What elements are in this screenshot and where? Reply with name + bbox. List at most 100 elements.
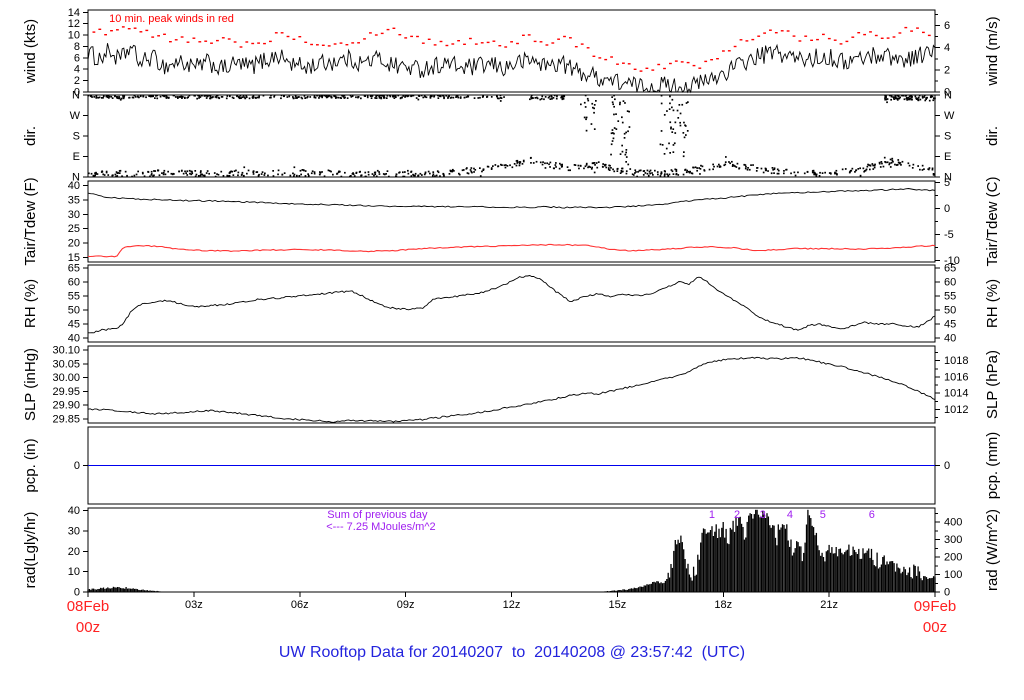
wind-ytick-label: 12 [68,18,80,30]
slp-yticks-right: 1012 1014 1016 1018 [935,352,968,419]
wind-ytick-label: 10 [68,30,80,42]
start-date-line1: 08Feb [67,598,110,615]
rad-hour-marker-6: 6 [869,509,875,521]
panel-slp: 29.8529.9029.9530.0030.0530.101012101410… [22,345,1001,426]
dir-ytick-label: N [944,172,952,184]
rh-ytick-label: 60 [944,276,956,288]
rad-hour-marker-3: 3 [760,509,766,521]
peak-winds-note: 10 min. peak winds in red [109,13,234,25]
pcp-ytick-label: 0 [944,460,950,472]
rh-ytick-label: 65 [68,262,80,274]
wind-yticks-right: 0 2 4 6 [935,14,950,99]
slp-ytick-label: 29.95 [52,386,80,398]
x-tick-label: 18z [714,599,732,611]
end-date-line1: 09Feb [914,598,957,615]
dir-ytick-label: N [72,172,80,184]
dir-ytick-label: N [944,90,952,102]
chart-title: UW Rooftop Data for 20140207 to 20140208… [278,644,746,661]
temp-ytick-label: 15 [68,252,80,264]
start-date-label: 08Feb 00z [67,598,110,636]
rad-ytick-label: 100 [944,569,962,581]
dir-ytick-label: N [72,90,80,102]
pcp-ytick-label: 0 [74,460,80,472]
rh-ytick-label: 60 [68,276,80,288]
rad-ytick-label: 10 [68,566,80,578]
dir-ytick-label: S [73,131,80,143]
panel-rh: 40 45 50 55 60 65 40 45 50 55 60 65 RH (%) RH (%) [22,262,1001,344]
temp-ylabel-left: Tair/Tdew (F) [22,177,39,265]
start-date-line2: 00z [76,619,100,636]
sea-level-pressure-line [87,356,936,423]
rh-ytick-label: 45 [944,318,956,330]
mjoules-arrow-note: <--- 7.25 MJoules/m^2 [326,521,435,533]
slp-ylabel-left: SLP (inHg) [22,348,39,421]
wind-ytick-label: 4 [944,42,950,54]
temp-ytick-label: 20 [68,238,80,250]
rh-ytick-label: 40 [944,332,956,344]
x-tick-label: 12z [503,599,521,611]
x-tick-label: 09z [397,599,415,611]
dir-ytick-label: W [70,110,81,122]
wind-ytick-label: 6 [74,52,80,64]
air-temperature-line [87,188,936,209]
temp-ytick-label: 30 [68,209,80,221]
solar-radiation-bars [87,509,936,592]
x-axis: 03z 06z 09z 12z 15z 18z 21z 08Feb 00z 09Feb 00z [67,592,957,636]
wind-direction-points [87,94,936,178]
x-tick-label: 21z [820,599,838,611]
slp-ytick-label: 1012 [944,404,968,416]
slp-ytick-label: 1014 [944,388,968,400]
pcp-yticks-right: 0 [935,460,950,472]
wind-ytick-label: 6 [944,20,950,32]
rh-ytick-label: 45 [68,318,80,330]
temp-ytick-label: 5 [944,177,950,189]
wind-ylabel-left: wind (kts) [22,19,39,84]
panel-pcp: 0 0 pcp. (in) pcp. (mm) [22,426,1001,505]
rad-ytick-label: 20 [68,546,80,558]
rad-ytick-label: 40 [68,505,80,517]
wind-speed-line [87,43,936,94]
dir-ytick-label: E [944,151,951,163]
rad-ytick-label: 400 [944,517,962,529]
rh-ytick-label: 65 [944,262,956,274]
peak-wind-dots [92,26,931,72]
temp-ytick-label: -10 [944,255,960,267]
temp-ylabel-right: Tair/Tdew (C) [984,176,1001,266]
wind-ytick-label: 0 [74,87,80,99]
temp-yticks-right: 5 0 -5 -10 [935,177,960,267]
wind-ytick-label: 4 [74,64,80,76]
rh-yticks-left: 40 45 50 55 60 65 [68,262,88,344]
wind-ytick-label: 2 [944,64,950,76]
rad-ytick-label: 200 [944,552,962,564]
dir-ytick-label: W [944,110,955,122]
dew-point-line [87,243,936,258]
rad-ytick-label: 30 [68,525,80,537]
slp-ytick-label: 30.10 [52,345,80,357]
rh-ytick-label: 50 [68,304,80,316]
rh-ylabel-left: RH (%) [22,279,39,328]
temp-ytick-label: 0 [944,203,950,215]
pcp-ylabel-left: pcp. (in) [22,438,39,492]
wind-ytick-label: 0 [944,87,950,99]
rad-ytick-label: 0 [74,587,80,599]
x-tick-label: 03z [185,599,203,611]
temp-ytick-label: 40 [68,180,80,192]
rh-ytick-label: 40 [68,332,80,344]
rad-ytick-label: 0 [944,587,950,599]
rh-ytick-label: 55 [68,290,80,302]
slp-frame [87,345,936,424]
dir-ylabel-right: dir. [984,126,1001,146]
pcp-yticks-left: 0 [74,460,88,472]
temp-ytick-label: 25 [68,223,80,235]
slp-ytick-label: 29.85 [52,413,80,425]
temp-ytick-label: 35 [68,194,80,206]
relative-humidity-line [88,275,936,334]
end-date-line2: 00z [923,619,947,636]
